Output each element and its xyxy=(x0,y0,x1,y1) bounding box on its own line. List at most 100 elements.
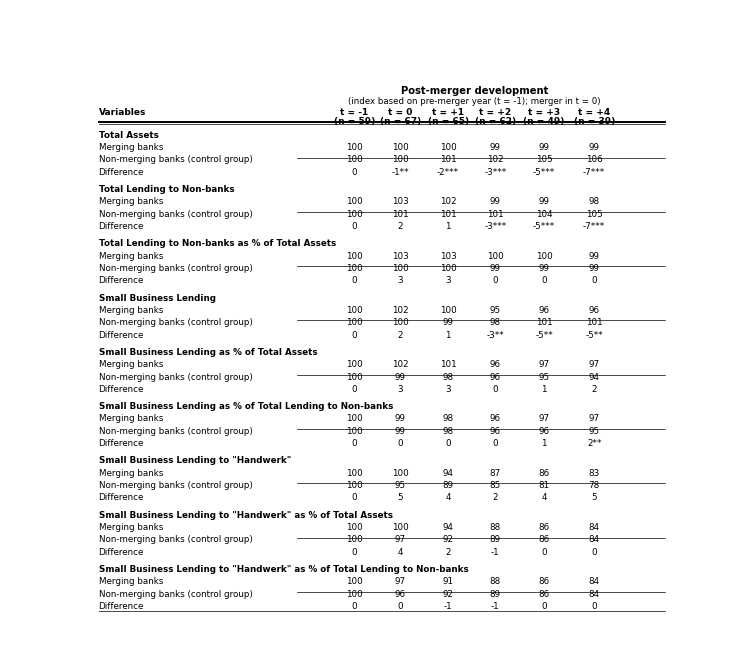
Text: t = 0: t = 0 xyxy=(388,108,413,117)
Text: 88: 88 xyxy=(490,577,501,586)
Text: 0: 0 xyxy=(352,494,357,502)
Text: 89: 89 xyxy=(490,535,501,545)
Text: -5***: -5*** xyxy=(533,168,555,176)
Text: 99: 99 xyxy=(395,415,406,424)
Text: 100: 100 xyxy=(440,264,456,273)
Text: 99: 99 xyxy=(588,251,600,261)
Text: Small Business Lending: Small Business Lending xyxy=(99,294,215,302)
Text: 100: 100 xyxy=(346,577,363,586)
Text: (n = 59): (n = 59) xyxy=(334,117,375,126)
Text: 3: 3 xyxy=(445,276,451,285)
Text: 98: 98 xyxy=(442,415,453,424)
Text: t = -1: t = -1 xyxy=(341,108,369,117)
Text: Small Business Lending as % of Total Lending to Non-banks: Small Business Lending as % of Total Len… xyxy=(99,402,393,411)
Text: Small Business Lending to "Handwerk": Small Business Lending to "Handwerk" xyxy=(99,456,291,466)
Text: 97: 97 xyxy=(395,535,406,545)
Text: -3***: -3*** xyxy=(485,222,506,231)
Text: 100: 100 xyxy=(346,415,363,424)
Text: 96: 96 xyxy=(490,427,501,436)
Text: Variables: Variables xyxy=(99,108,146,117)
Text: Merging banks: Merging banks xyxy=(99,197,163,206)
Text: 100: 100 xyxy=(392,469,409,478)
Text: -7***: -7*** xyxy=(583,168,605,176)
Text: -3**: -3** xyxy=(487,330,504,340)
Text: -5**: -5** xyxy=(585,330,603,340)
Text: 96: 96 xyxy=(490,415,501,424)
Text: 89: 89 xyxy=(490,590,501,599)
Text: 94: 94 xyxy=(443,523,453,532)
Text: Non-merging banks (control group): Non-merging banks (control group) xyxy=(99,318,252,327)
Text: 100: 100 xyxy=(346,590,363,599)
Text: 103: 103 xyxy=(392,251,409,261)
Text: Non-merging banks (control group): Non-merging banks (control group) xyxy=(99,155,252,165)
Text: 99: 99 xyxy=(395,427,406,436)
Text: 101: 101 xyxy=(487,210,504,219)
Text: Merging banks: Merging banks xyxy=(99,577,163,586)
Text: t = +1: t = +1 xyxy=(432,108,464,117)
Text: 100: 100 xyxy=(346,469,363,478)
Text: 103: 103 xyxy=(440,251,456,261)
Text: Small Business Lending to "Handwerk" as % of Total Assets: Small Business Lending to "Handwerk" as … xyxy=(99,511,393,520)
Text: 101: 101 xyxy=(536,318,553,327)
Text: Difference: Difference xyxy=(99,168,144,176)
Text: 101: 101 xyxy=(440,155,456,165)
Text: 96: 96 xyxy=(395,590,406,599)
Text: 81: 81 xyxy=(539,481,550,490)
Text: 100: 100 xyxy=(346,143,363,152)
Text: (n = 65): (n = 65) xyxy=(427,117,469,126)
Text: 2: 2 xyxy=(445,548,451,557)
Text: 0: 0 xyxy=(591,276,597,285)
Text: 4: 4 xyxy=(398,548,403,557)
Text: 96: 96 xyxy=(539,306,550,315)
Text: 2**: 2** xyxy=(587,439,602,448)
Text: Merging banks: Merging banks xyxy=(99,360,163,369)
Text: 96: 96 xyxy=(539,427,550,436)
Text: 0: 0 xyxy=(352,548,357,557)
Text: Difference: Difference xyxy=(99,439,144,448)
Text: 100: 100 xyxy=(392,264,409,273)
Text: 95: 95 xyxy=(588,427,600,436)
Text: 97: 97 xyxy=(395,577,406,586)
Text: 0: 0 xyxy=(352,330,357,340)
Text: Non-merging banks (control group): Non-merging banks (control group) xyxy=(99,372,252,381)
Text: 0: 0 xyxy=(352,276,357,285)
Text: 0: 0 xyxy=(352,439,357,448)
Text: 1: 1 xyxy=(445,330,451,340)
Text: 87: 87 xyxy=(490,469,501,478)
Text: 1: 1 xyxy=(445,222,451,231)
Text: Total Lending to Non-banks as % of Total Assets: Total Lending to Non-banks as % of Total… xyxy=(99,239,335,248)
Text: Difference: Difference xyxy=(99,222,144,231)
Text: 92: 92 xyxy=(443,535,453,545)
Text: 89: 89 xyxy=(442,481,453,490)
Text: (n = 49): (n = 49) xyxy=(523,117,565,126)
Text: 97: 97 xyxy=(588,415,600,424)
Text: 100: 100 xyxy=(346,523,363,532)
Text: -3***: -3*** xyxy=(485,168,506,176)
Text: 0: 0 xyxy=(352,385,357,394)
Text: 0: 0 xyxy=(591,548,597,557)
Text: 0: 0 xyxy=(445,439,451,448)
Text: 3: 3 xyxy=(445,385,451,394)
Text: 100: 100 xyxy=(346,372,363,381)
Text: 94: 94 xyxy=(588,372,600,381)
Text: Merging banks: Merging banks xyxy=(99,523,163,532)
Text: Non-merging banks (control group): Non-merging banks (control group) xyxy=(99,427,252,436)
Text: 97: 97 xyxy=(588,360,600,369)
Text: 100: 100 xyxy=(346,210,363,219)
Text: 99: 99 xyxy=(588,143,600,152)
Text: (n = 39): (n = 39) xyxy=(574,117,615,126)
Text: 84: 84 xyxy=(588,523,600,532)
Text: 0: 0 xyxy=(352,222,357,231)
Text: -7***: -7*** xyxy=(583,222,605,231)
Text: 100: 100 xyxy=(346,197,363,206)
Text: 0: 0 xyxy=(542,276,547,285)
Text: Non-merging banks (control group): Non-merging banks (control group) xyxy=(99,590,252,599)
Text: Post-merger development: Post-merger development xyxy=(401,86,548,96)
Text: 0: 0 xyxy=(493,276,498,285)
Text: 4: 4 xyxy=(445,494,451,502)
Text: 101: 101 xyxy=(392,210,409,219)
Text: 99: 99 xyxy=(539,264,550,273)
Text: Total Lending to Non-banks: Total Lending to Non-banks xyxy=(99,185,234,194)
Text: 99: 99 xyxy=(539,197,550,206)
Text: Total Assets: Total Assets xyxy=(99,131,158,140)
